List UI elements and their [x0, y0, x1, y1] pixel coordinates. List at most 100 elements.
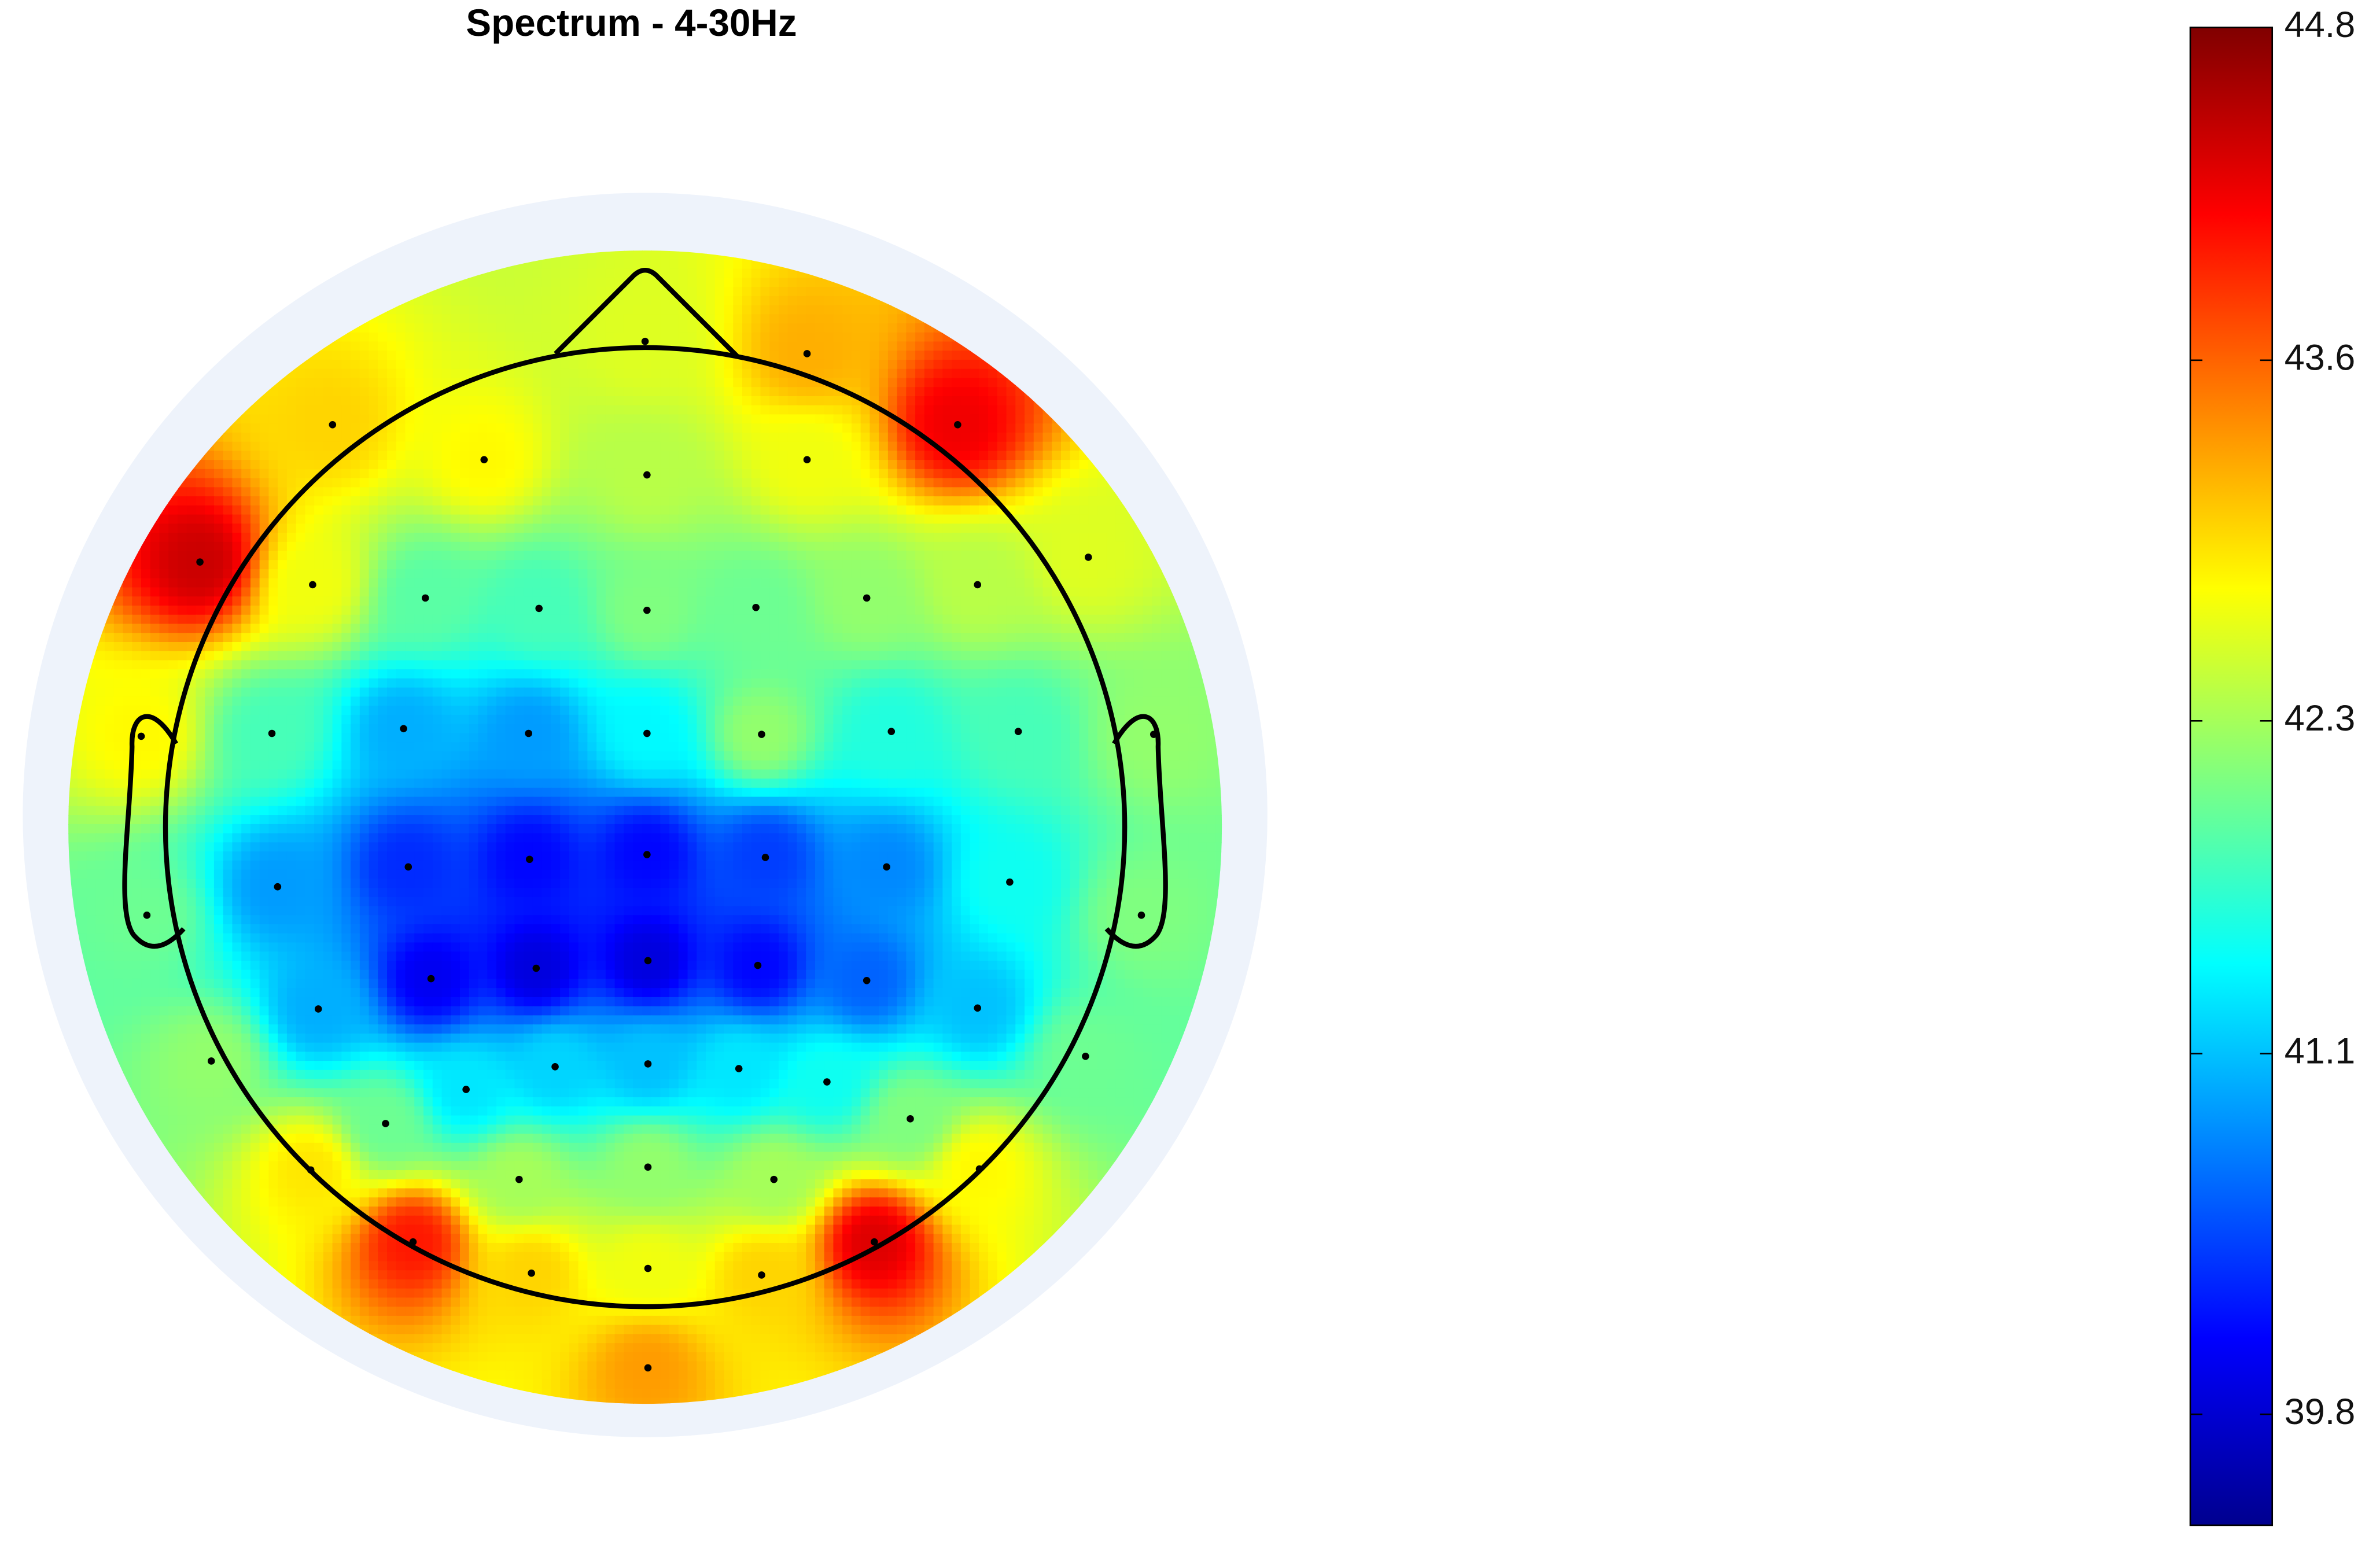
field-cell	[833, 688, 843, 698]
field-cell	[178, 560, 187, 570]
field-cell	[924, 351, 934, 360]
field-cell	[679, 633, 688, 643]
field-cell	[551, 278, 561, 287]
field-cell	[451, 542, 460, 552]
field-cell	[524, 305, 533, 315]
field-cell	[679, 323, 688, 333]
field-cell	[934, 333, 944, 342]
field-cell	[487, 460, 497, 470]
field-cell	[1034, 569, 1044, 579]
field-cell	[651, 260, 661, 270]
field-cell	[706, 287, 716, 297]
field-cell	[788, 696, 798, 706]
field-cell	[979, 396, 989, 406]
field-cell	[797, 669, 806, 679]
field-cell	[1061, 496, 1071, 506]
field-cell	[114, 688, 124, 698]
field-cell	[341, 433, 351, 442]
field-cell	[769, 706, 779, 715]
field-cell	[560, 442, 570, 452]
field-cell	[533, 615, 543, 625]
field-cell	[797, 341, 806, 351]
field-cell	[351, 560, 360, 570]
field-cell	[915, 515, 925, 525]
field-cell	[1107, 496, 1117, 506]
field-cell	[141, 606, 151, 615]
field-cell	[587, 578, 597, 588]
field-cell	[560, 323, 570, 333]
field-cell	[378, 323, 388, 333]
field-cell	[688, 269, 698, 279]
field-cell	[815, 506, 825, 515]
field-cell	[888, 451, 898, 460]
field-cell	[560, 405, 570, 415]
field-cell	[624, 551, 633, 561]
field-cell	[660, 260, 670, 270]
field-cell	[296, 624, 306, 633]
field-cell	[915, 660, 925, 670]
field-cell	[697, 423, 706, 433]
field-cell	[542, 551, 552, 561]
field-cell	[952, 405, 961, 415]
field-cell	[205, 487, 215, 497]
field-cell	[788, 351, 798, 360]
field-cell	[478, 588, 488, 597]
field-cell	[779, 515, 789, 525]
field-cell	[797, 305, 806, 315]
field-cell	[196, 696, 205, 706]
field-cell	[241, 478, 251, 488]
field-cell	[414, 442, 424, 452]
field-cell	[423, 715, 433, 725]
field-cell	[214, 487, 224, 497]
field-cell	[542, 696, 552, 706]
field-cell	[624, 442, 633, 452]
field-cell	[733, 660, 743, 670]
field-cell	[560, 278, 570, 287]
field-cell	[697, 624, 706, 633]
field-cell	[797, 533, 806, 543]
field-cell	[305, 387, 315, 397]
field-cell	[214, 642, 224, 652]
field-cell	[579, 506, 588, 515]
field-cell	[815, 323, 825, 333]
field-cell	[487, 378, 497, 388]
field-cell	[997, 478, 1007, 488]
field-cell	[514, 305, 524, 315]
field-cell	[387, 569, 397, 579]
field-cell	[760, 478, 770, 488]
field-cell	[842, 715, 852, 725]
field-cell	[241, 678, 251, 688]
field-cell	[779, 323, 789, 333]
field-cell	[669, 651, 679, 661]
field-cell	[824, 588, 834, 597]
field-cell	[542, 469, 552, 479]
field-cell	[742, 523, 752, 533]
field-cell	[624, 569, 633, 579]
field-cell	[1152, 688, 1162, 698]
field-cell	[997, 624, 1007, 633]
field-cell	[533, 696, 543, 706]
field-cell	[95, 688, 105, 698]
field-cell	[1015, 396, 1025, 406]
field-cell	[87, 688, 97, 698]
field-cell	[842, 560, 852, 570]
field-cell	[815, 414, 825, 424]
field-cell	[596, 642, 606, 652]
field-cell	[423, 451, 433, 460]
field-cell	[1025, 596, 1034, 606]
field-cell	[952, 551, 961, 561]
field-cell	[205, 569, 215, 579]
field-cell	[624, 523, 633, 533]
field-cell	[1152, 669, 1162, 679]
field-cell	[1042, 651, 1052, 661]
field-cell	[241, 414, 251, 424]
field-cell	[751, 696, 761, 706]
field-cell	[742, 651, 752, 661]
field-cell	[469, 688, 479, 698]
field-cell	[961, 515, 971, 525]
field-cell	[833, 323, 843, 333]
field-cell	[915, 551, 925, 561]
field-cell	[396, 696, 406, 706]
field-cell	[1070, 460, 1080, 470]
field-cell	[469, 469, 479, 479]
